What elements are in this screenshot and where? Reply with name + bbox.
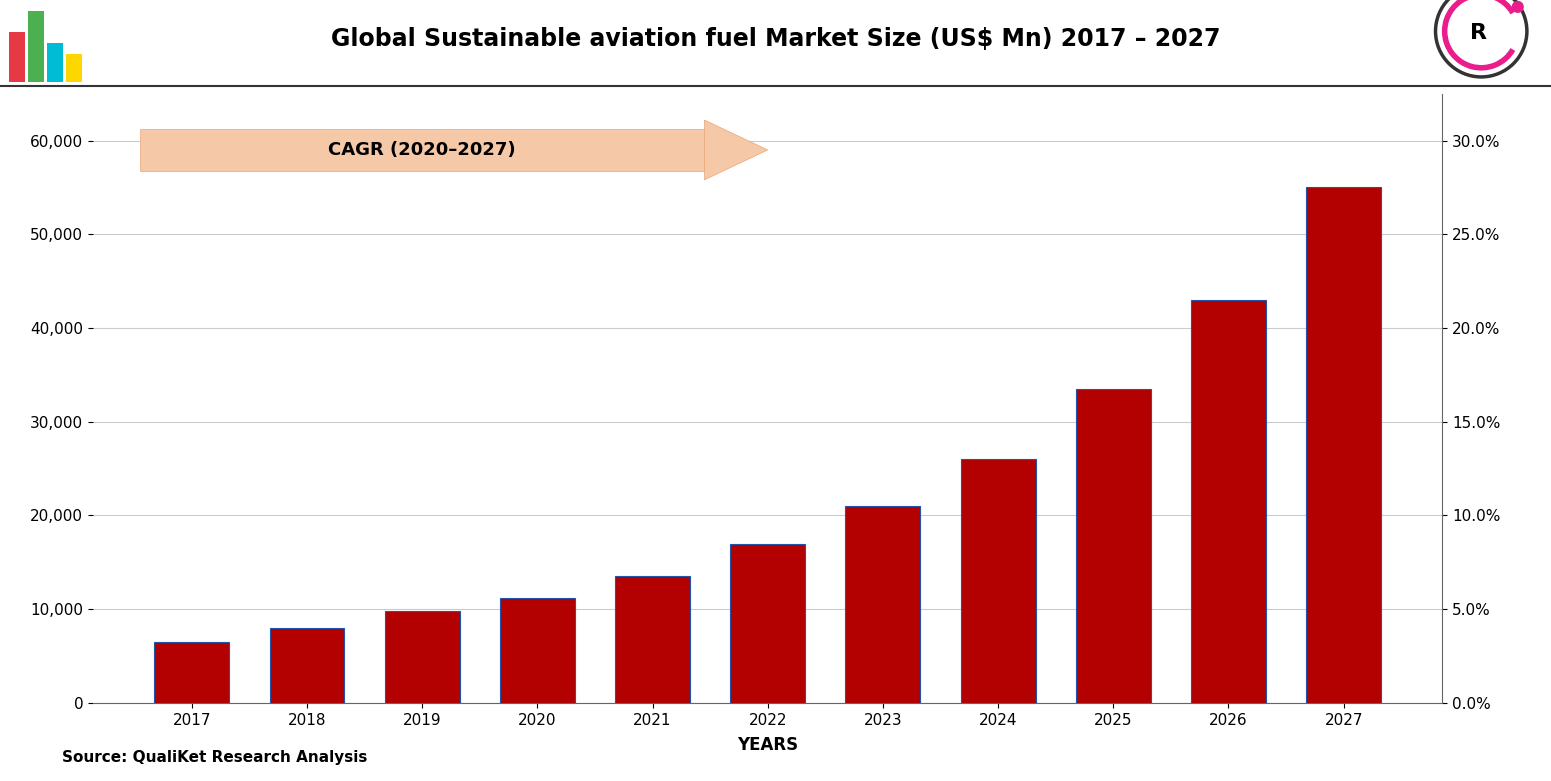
Text: Global Sustainable aviation fuel Market Size (US$ Mn) 2017 – 2027: Global Sustainable aviation fuel Market … bbox=[330, 27, 1221, 51]
Bar bbox=[385, 611, 459, 703]
Bar bbox=[47, 43, 64, 82]
Bar bbox=[1076, 389, 1151, 703]
Bar bbox=[67, 54, 82, 82]
Bar bbox=[155, 642, 230, 703]
Bar bbox=[28, 11, 45, 82]
Text: Source: QualiKet Research Analysis: Source: QualiKet Research Analysis bbox=[62, 751, 368, 765]
X-axis label: YEARS: YEARS bbox=[737, 736, 799, 754]
Bar bbox=[9, 32, 25, 82]
Circle shape bbox=[1512, 1, 1523, 13]
Bar bbox=[1191, 300, 1266, 703]
Text: R: R bbox=[1470, 23, 1487, 43]
Polygon shape bbox=[704, 120, 768, 180]
Bar bbox=[731, 544, 805, 703]
Bar bbox=[499, 598, 575, 703]
Bar bbox=[960, 459, 1036, 703]
Bar bbox=[270, 628, 344, 703]
Text: CAGR (2020–2027): CAGR (2020–2027) bbox=[329, 141, 516, 159]
Bar bbox=[845, 506, 920, 703]
FancyBboxPatch shape bbox=[140, 130, 704, 170]
Circle shape bbox=[1436, 0, 1526, 77]
Bar bbox=[1306, 187, 1380, 703]
Bar bbox=[616, 576, 690, 703]
